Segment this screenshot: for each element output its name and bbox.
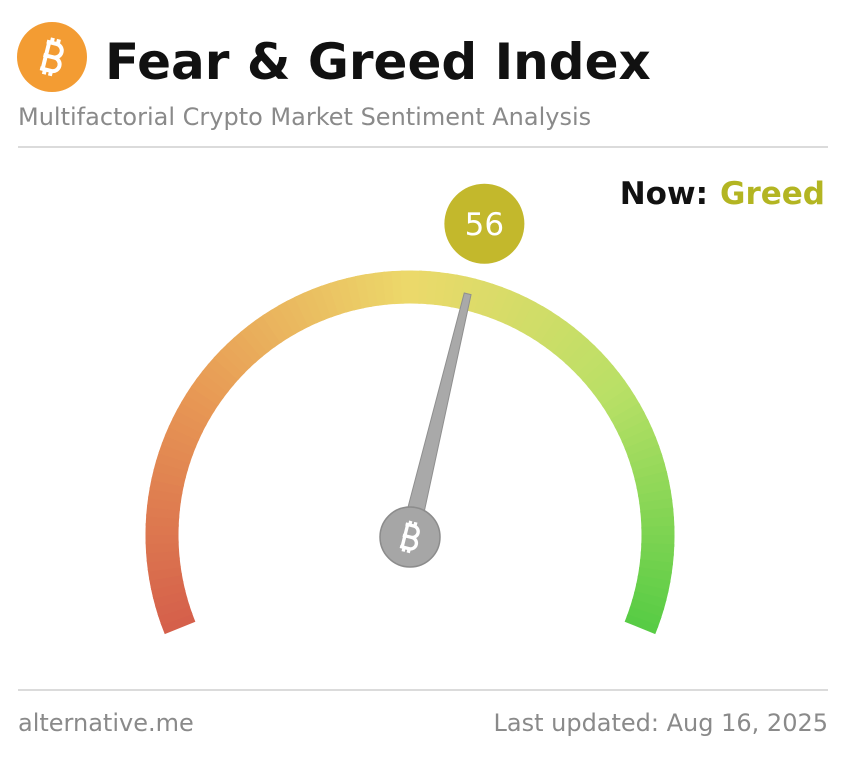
gauge-needle-group: 56 xyxy=(379,183,525,568)
value-bubble xyxy=(444,183,525,264)
hub-bitcoin xyxy=(399,520,420,554)
logo-symbol xyxy=(39,37,64,77)
source: alternative.me xyxy=(18,709,194,737)
bitcoin-logo xyxy=(17,22,87,92)
last-updated: Last updated: Aug 16, 2025 xyxy=(494,709,829,737)
gauge-arc xyxy=(145,270,675,635)
arc-segment xyxy=(624,614,659,635)
title: Fear & Greed Index xyxy=(105,33,651,91)
subtitle: Multifactorial Crypto Market Sentiment A… xyxy=(18,103,591,131)
now-label: Now: xyxy=(620,176,708,212)
hub-symbol xyxy=(399,520,420,554)
classification: Greed xyxy=(720,176,825,212)
value-label: 56 xyxy=(465,207,504,243)
